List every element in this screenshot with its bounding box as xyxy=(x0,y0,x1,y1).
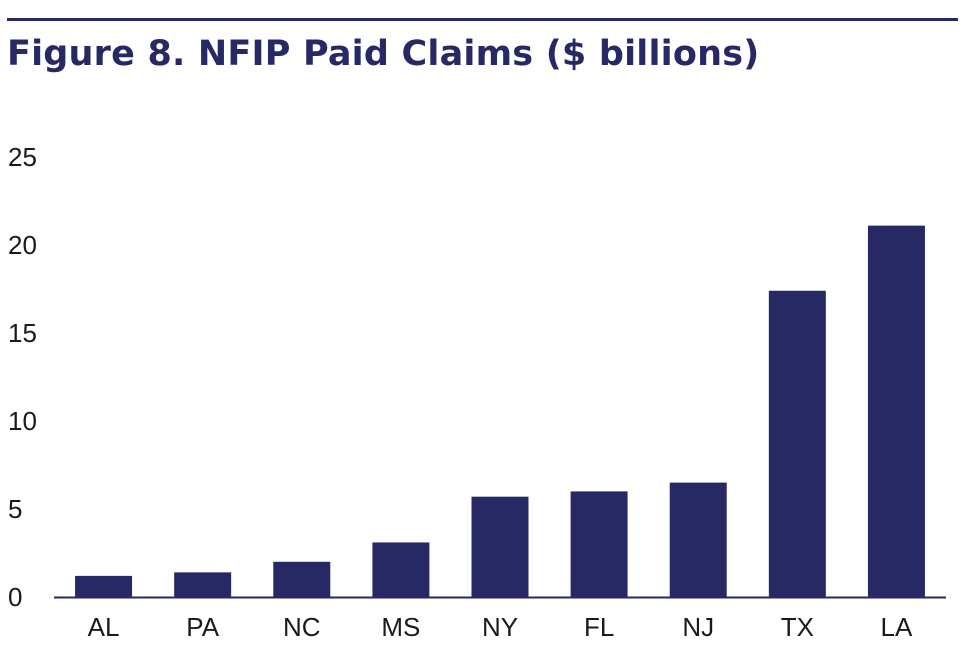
bar-ms xyxy=(372,542,430,597)
x-tick-label-nc: NC xyxy=(283,612,321,642)
x-tick-label-pa: PA xyxy=(186,612,219,642)
title-rule xyxy=(7,18,958,21)
y-tick-label: 20 xyxy=(8,230,37,260)
x-tick-label-al: AL xyxy=(88,612,120,642)
x-tick-label-la: LA xyxy=(881,612,913,642)
bar-al xyxy=(75,575,133,597)
chart-title: Figure 8. NFIP Paid Claims ($ billions) xyxy=(7,34,760,74)
bar-pa xyxy=(174,572,232,597)
x-tick-label-nj: NJ xyxy=(682,612,714,642)
y-axis-ticks: 0 5 10 15 20 25 xyxy=(8,142,37,612)
bar-nc xyxy=(273,561,331,597)
bar-tx xyxy=(768,290,826,597)
x-axis-labels: AL PA NC MS NY FL NJ TX LA xyxy=(88,612,913,642)
y-tick-label: 5 xyxy=(8,494,22,524)
x-tick-label-ny: NY xyxy=(482,612,518,642)
bar-nj xyxy=(669,482,727,597)
y-tick-label: 10 xyxy=(8,406,37,436)
x-tick-label-tx: TX xyxy=(781,612,814,642)
bar-la xyxy=(867,225,925,597)
y-tick-label: 25 xyxy=(8,142,37,172)
x-tick-label-ms: MS xyxy=(381,612,420,642)
bars xyxy=(75,225,925,597)
y-tick-label: 15 xyxy=(8,318,37,348)
bar-ny xyxy=(471,496,529,597)
y-tick-label: 0 xyxy=(8,582,22,612)
bar-fl xyxy=(570,491,628,597)
x-tick-label-fl: FL xyxy=(584,612,614,642)
